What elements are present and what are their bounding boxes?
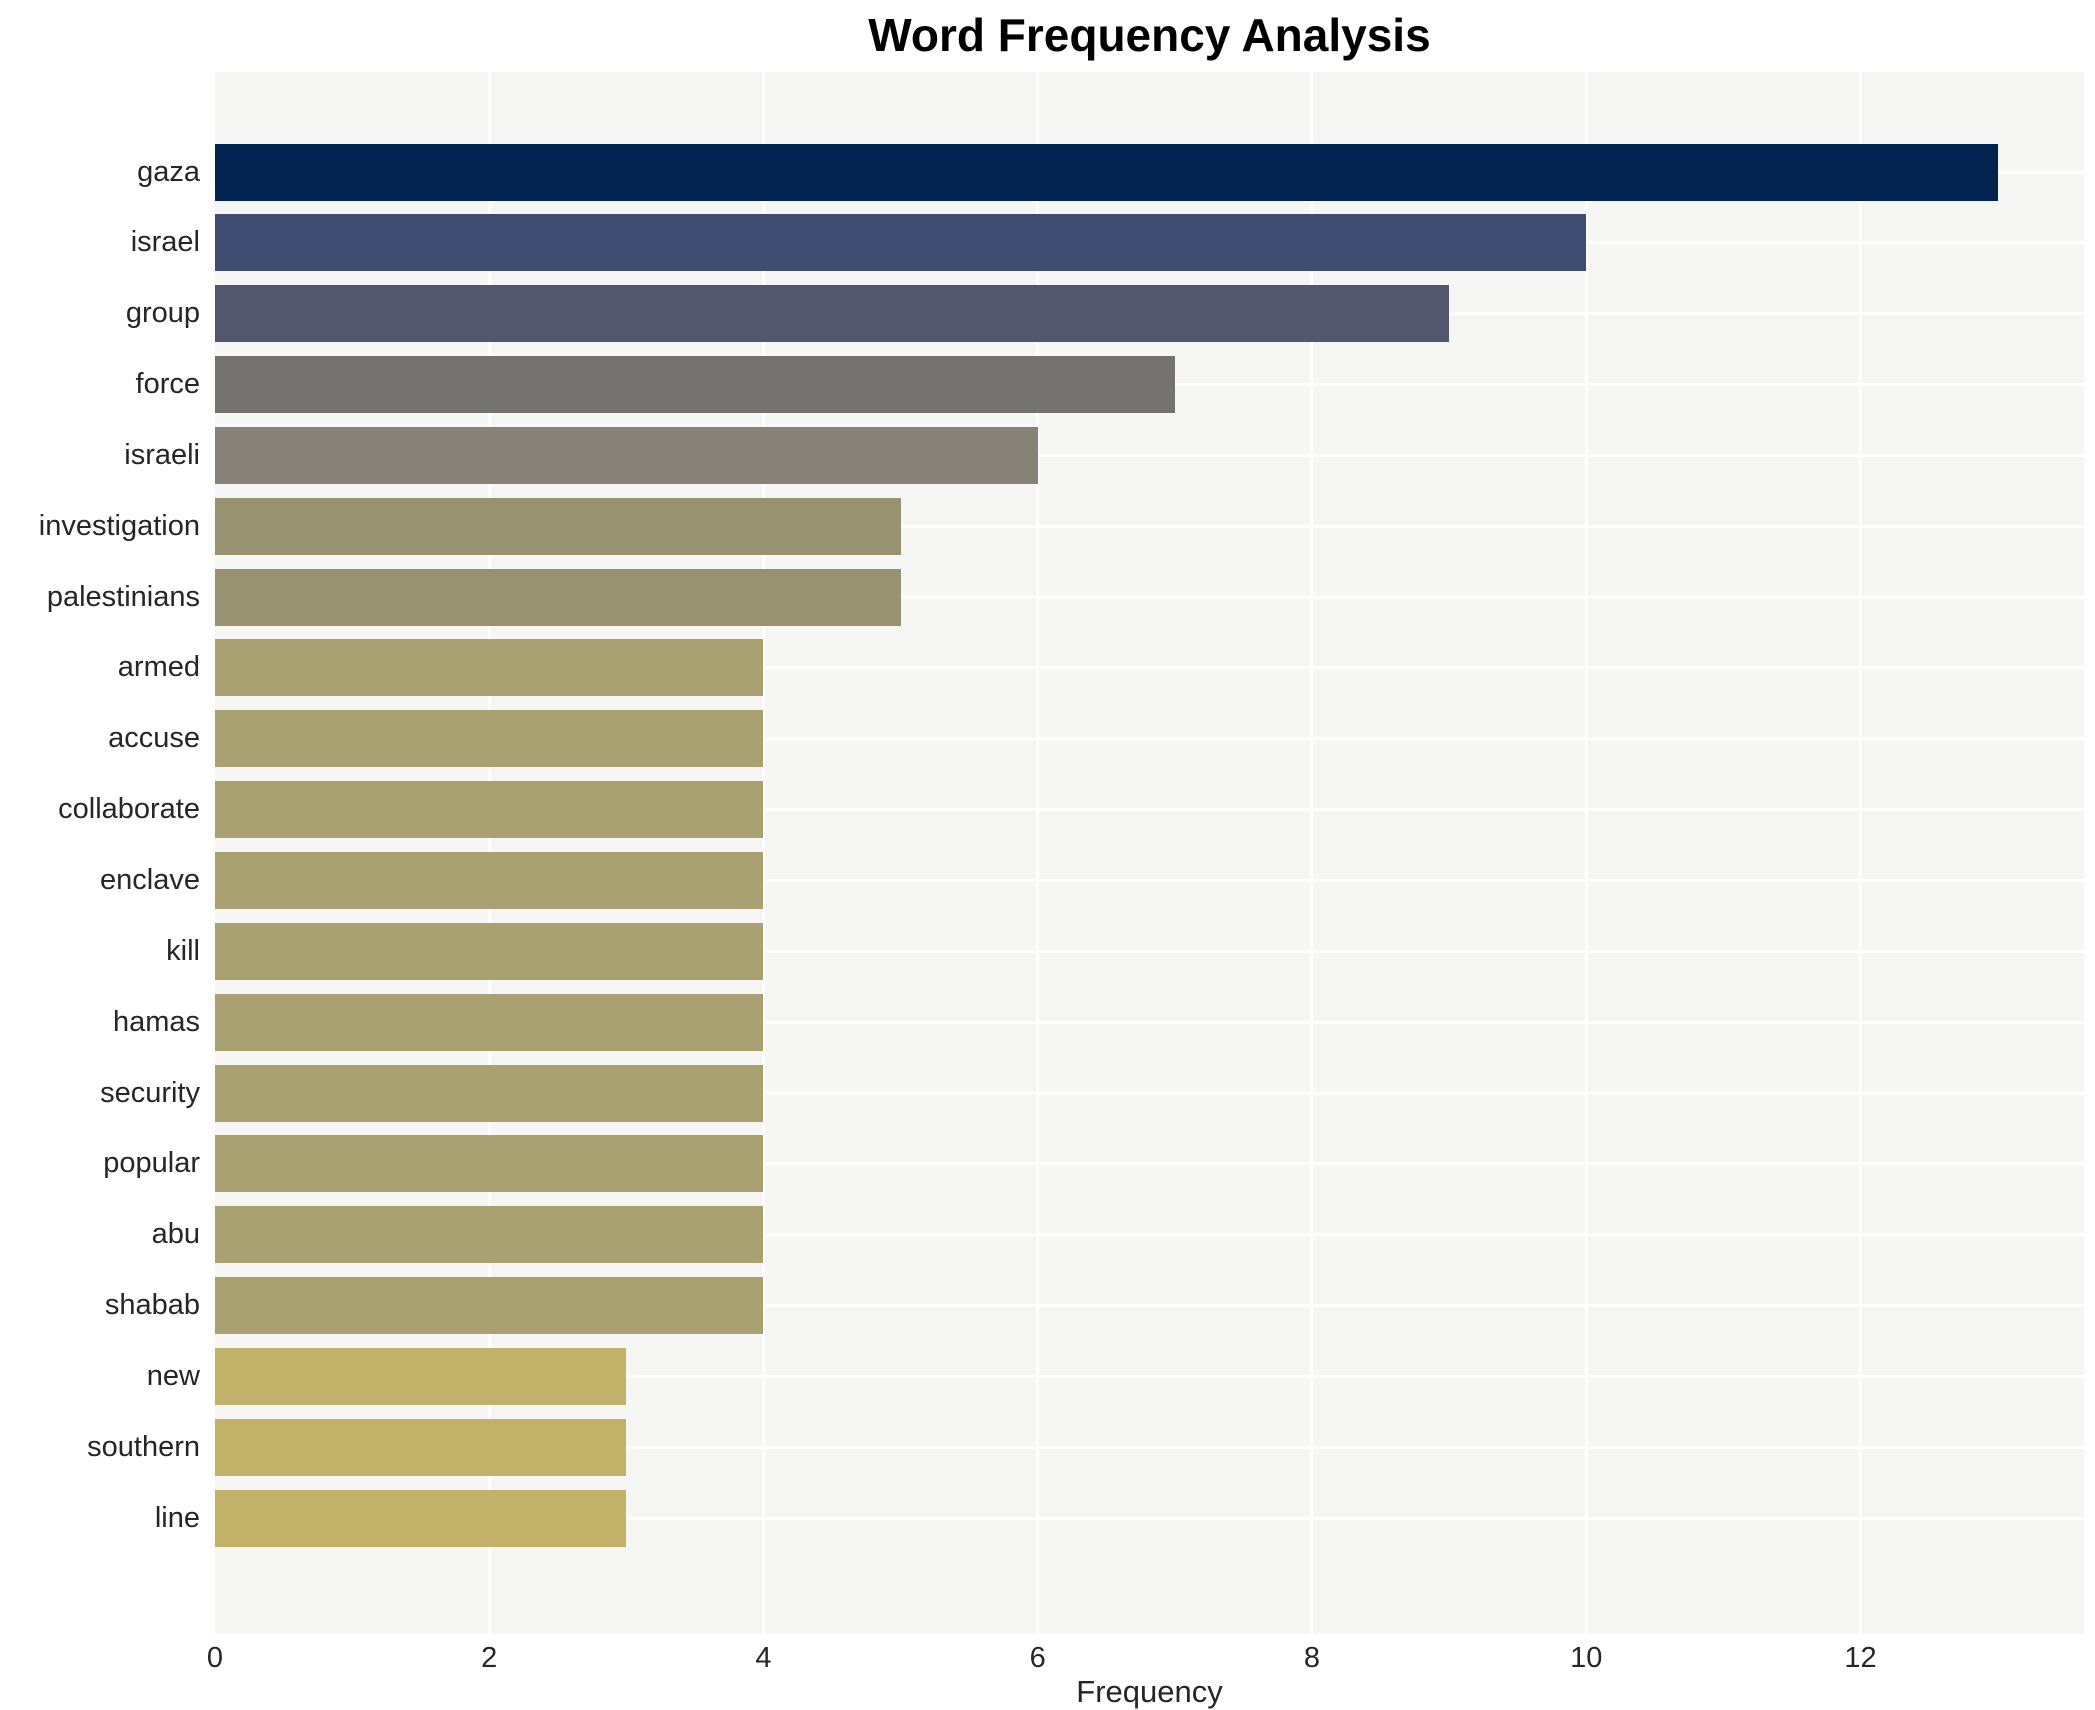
- y-gridline: [215, 453, 2084, 457]
- bar-investigation: [215, 497, 901, 555]
- y-tick-label-popular: popular: [103, 1147, 200, 1180]
- bar-abu: [215, 1206, 764, 1264]
- bar-line: [215, 1489, 627, 1547]
- y-tick-label-gaza: gaza: [137, 155, 200, 188]
- x-axis-label: Frequency: [1076, 1674, 1223, 1709]
- y-gridline: [215, 949, 2084, 953]
- x-gridline: [761, 72, 765, 1634]
- bar-israeli: [215, 426, 1038, 484]
- y-gridline: [215, 595, 2084, 599]
- bar-southern: [215, 1418, 627, 1476]
- bar-force: [215, 356, 1175, 414]
- plot-area: [215, 72, 2084, 1634]
- y-tick-label-kill: kill: [166, 934, 200, 967]
- y-tick-label-armed: armed: [117, 651, 200, 684]
- x-tick-label-6: 6: [1029, 1642, 1046, 1674]
- y-gridline: [215, 1020, 2084, 1024]
- y-tick-label-enclave: enclave: [100, 864, 200, 896]
- y-tick-label-line: line: [154, 1501, 200, 1534]
- x-gridline: [1858, 72, 1862, 1634]
- y-tick-label-force: force: [135, 368, 200, 401]
- bar-hamas: [215, 993, 764, 1051]
- y-tick-label-southern: southern: [87, 1430, 200, 1463]
- y-gridline: [215, 1162, 2084, 1166]
- bar-group: [215, 285, 1450, 343]
- y-tick-label-accuse: accuse: [108, 722, 200, 755]
- y-gridline: [215, 879, 2084, 882]
- x-tick-label-8: 8: [1303, 1642, 1321, 1674]
- y-gridline: [215, 524, 2084, 528]
- chart-title: Word Frequency Analysis: [868, 9, 1431, 61]
- x-gridline: [1310, 72, 1314, 1634]
- bar-gaza: [215, 143, 1998, 201]
- bar-palestinians: [215, 568, 901, 626]
- x-tick-label-4: 4: [755, 1642, 772, 1674]
- bar-security: [215, 1064, 764, 1122]
- y-tick-label-abu: abu: [151, 1218, 200, 1251]
- x-tick-label-10: 10: [1570, 1642, 1603, 1674]
- y-gridline: [215, 737, 2084, 741]
- bar-armed: [215, 639, 764, 697]
- bar-kill: [215, 922, 764, 980]
- y-tick-label-group: group: [125, 297, 200, 330]
- bar-accuse: [215, 710, 764, 768]
- y-tick-label-palestinians: palestinians: [46, 580, 200, 613]
- y-gridline: [215, 808, 2084, 812]
- x-gridline: [1036, 72, 1040, 1634]
- x-tick-label-0: 0: [206, 1642, 224, 1674]
- y-gridline: [215, 666, 2084, 670]
- y-gridline: [215, 1516, 2084, 1520]
- y-tick-label-collaborate: collaborate: [58, 793, 200, 826]
- bar-shabab: [215, 1277, 764, 1335]
- bar-new: [215, 1347, 627, 1405]
- y-tick-label-hamas: hamas: [112, 1005, 200, 1038]
- bar-enclave: [215, 852, 764, 909]
- y-tick-label-israel: israel: [130, 226, 200, 259]
- y-tick-label-israeli: israeli: [124, 438, 200, 471]
- x-tick-label-2: 2: [481, 1642, 498, 1674]
- bar-collaborate: [215, 781, 764, 839]
- y-gridline: [215, 1374, 2084, 1378]
- y-tick-label-shabab: shabab: [104, 1289, 200, 1322]
- y-gridline: [215, 1233, 2084, 1237]
- y-tick-label-security: security: [100, 1076, 200, 1109]
- y-gridline: [215, 1445, 2084, 1449]
- bar-popular: [215, 1135, 764, 1193]
- y-tick-label-investigation: investigation: [38, 509, 200, 542]
- bar-israel: [215, 214, 1587, 272]
- y-gridline: [215, 1304, 2084, 1308]
- y-gridline: [215, 1091, 2084, 1095]
- x-tick-label-12: 12: [1844, 1642, 1877, 1674]
- x-gridline: [1584, 72, 1588, 1634]
- y-tick-label-new: new: [146, 1359, 200, 1392]
